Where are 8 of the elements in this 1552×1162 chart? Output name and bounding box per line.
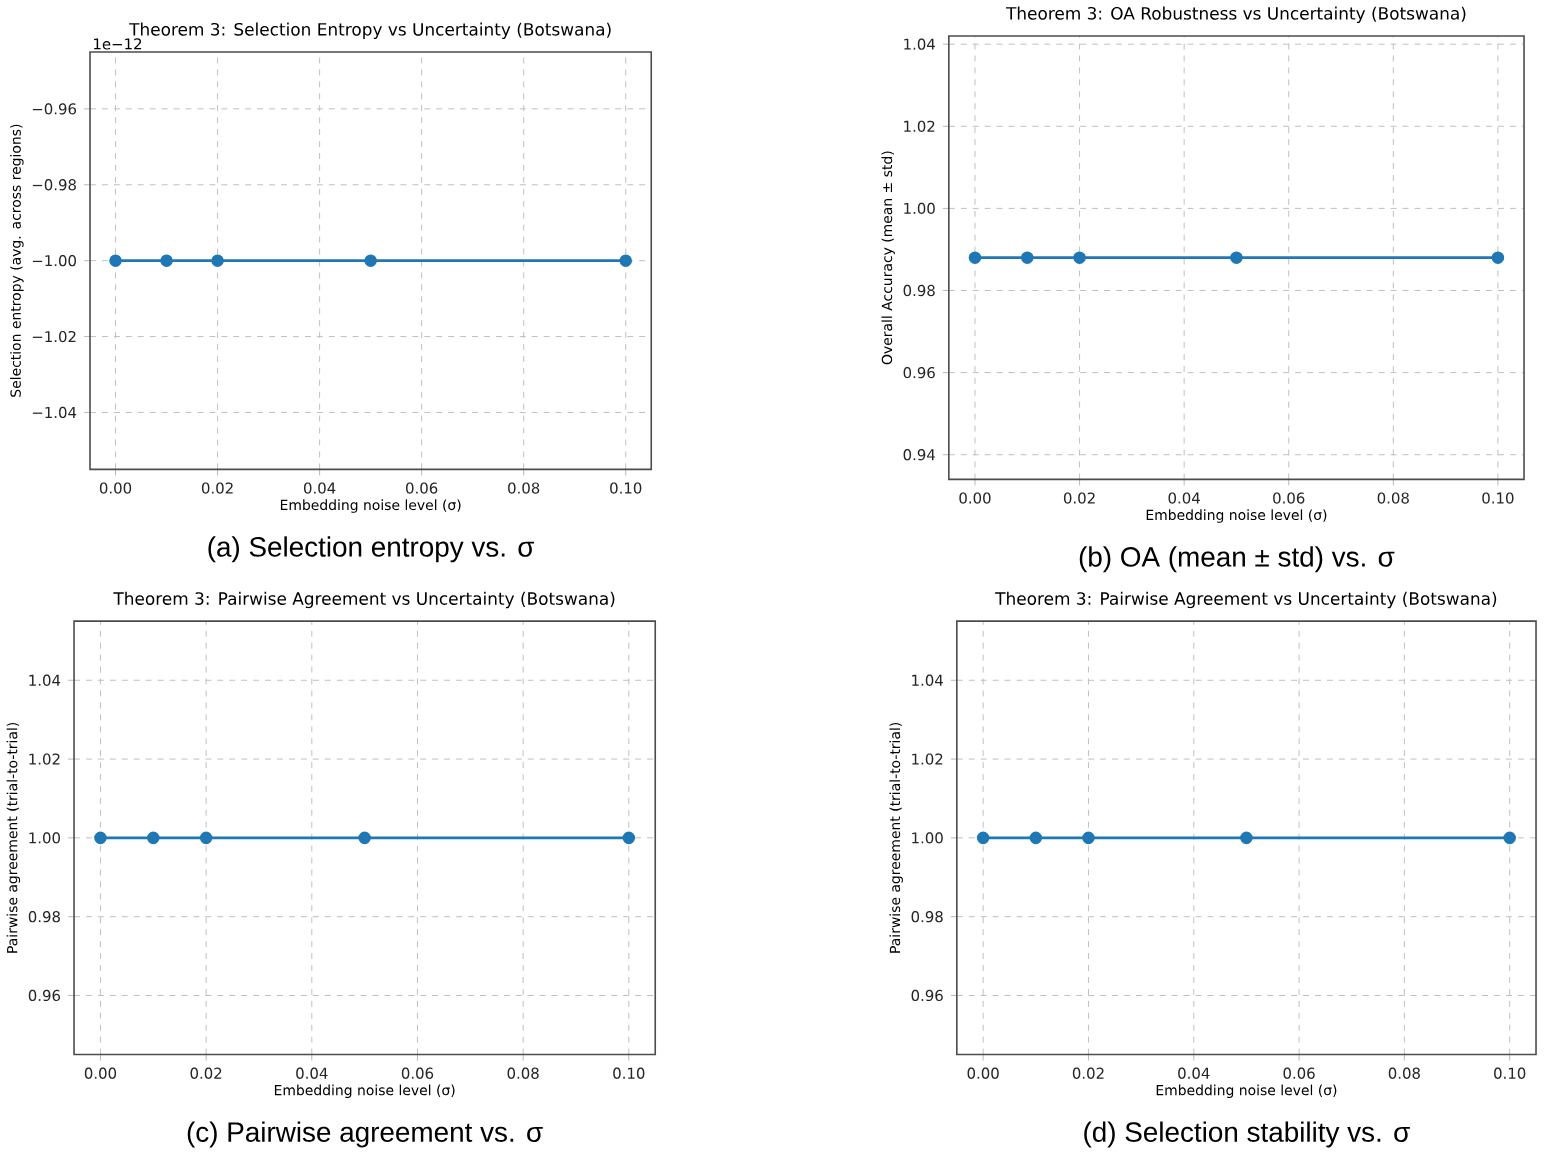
text: (d) Selection stability vs. σ bbox=[1084, 1121, 1410, 1148]
chart-title: Theorem 3: OA Robustness vs Uncertainty (Botswana) bbox=[1005, 6, 1466, 23]
text: (c) Pairwise agreement vs. σ bbox=[187, 1121, 543, 1148]
chart-title: Theorem 3: Pairwise Agreement vs Uncertainty (Botswana) bbox=[113, 591, 615, 609]
text: (a) Selection entropy vs. σ bbox=[208, 536, 535, 563]
chart-title: Theorem 3: Selection Entropy vs Uncertainty (Botswana) bbox=[129, 22, 611, 39]
chart-title: Theorem 3: Pairwise Agreement vs Uncertainty (Botswana) bbox=[995, 591, 1497, 609]
text: (b) OA (mean ± std) vs. σ bbox=[1079, 546, 1395, 573]
